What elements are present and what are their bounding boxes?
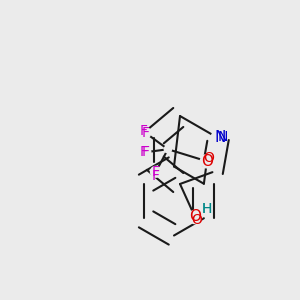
Circle shape bbox=[188, 210, 202, 224]
Circle shape bbox=[151, 166, 161, 177]
Text: F: F bbox=[152, 165, 160, 179]
Circle shape bbox=[164, 146, 172, 153]
Text: H: H bbox=[202, 202, 212, 217]
Text: N: N bbox=[218, 130, 228, 144]
Circle shape bbox=[140, 127, 151, 138]
Text: F: F bbox=[141, 126, 149, 140]
Circle shape bbox=[211, 131, 226, 146]
Text: F: F bbox=[152, 169, 160, 183]
Circle shape bbox=[200, 154, 214, 168]
Text: O: O bbox=[201, 154, 213, 169]
Text: F: F bbox=[141, 145, 149, 159]
Text: N: N bbox=[214, 130, 226, 145]
Text: O: O bbox=[191, 213, 202, 227]
Circle shape bbox=[140, 147, 151, 158]
Text: F: F bbox=[140, 145, 148, 159]
Text: H: H bbox=[202, 202, 212, 217]
Text: O: O bbox=[203, 151, 214, 165]
Text: F: F bbox=[140, 124, 148, 138]
Text: O: O bbox=[189, 209, 201, 224]
